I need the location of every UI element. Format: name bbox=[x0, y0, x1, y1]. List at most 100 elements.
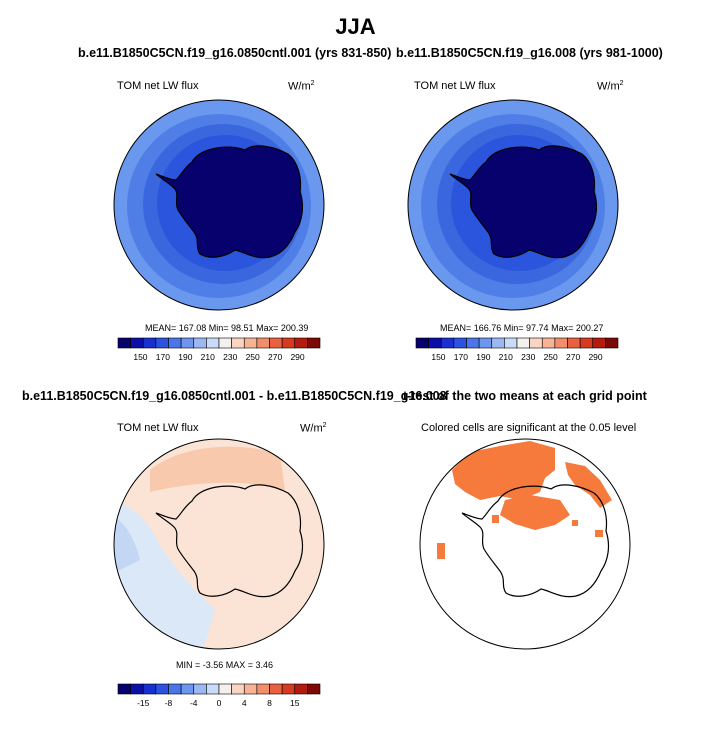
colorbar-difference-swatch bbox=[142, 683, 157, 695]
colorbar-experiment-swatch bbox=[440, 337, 455, 349]
colorbar-control-tick-label: 150 bbox=[133, 352, 147, 362]
colorbar-control-tick-label: 210 bbox=[201, 352, 215, 362]
map-experiment bbox=[408, 100, 618, 310]
colorbar-difference-swatch bbox=[168, 683, 182, 695]
map-d-border bbox=[419, 438, 631, 650]
map-c-cooler bbox=[114, 515, 140, 575]
colorbar-control-swatch bbox=[193, 337, 207, 349]
colorbar-difference-swatch bbox=[231, 683, 245, 695]
colorbar-difference-swatch bbox=[218, 683, 232, 695]
colorbar-experiment-swatch bbox=[541, 337, 556, 349]
sig-cell-2 bbox=[492, 515, 499, 523]
colorbar-experiment-tick-label: 190 bbox=[476, 352, 490, 362]
colorbar-control-swatch bbox=[281, 337, 296, 349]
colorbar-difference-swatch bbox=[243, 683, 258, 695]
colorbar-experiment-tick-label: 230 bbox=[521, 352, 535, 362]
colorbar-experiment-swatch bbox=[504, 337, 518, 349]
stats-difference: MIN = -3.56 MAX = 3.46 bbox=[176, 660, 274, 670]
colorbar-difference-swatch bbox=[130, 683, 144, 695]
panel-title-ttest: t-test of the two means at each grid poi… bbox=[403, 389, 647, 403]
colorbar-experiment-swatch bbox=[478, 337, 493, 349]
colorbar-difference-swatch bbox=[307, 683, 321, 695]
colorbar-experiment-swatch bbox=[579, 337, 594, 349]
map-a-border bbox=[113, 99, 325, 311]
colorbar-experiment-swatch bbox=[529, 337, 543, 349]
colorbar-difference-swatch bbox=[180, 683, 195, 695]
colorbar-control-tick-label: 170 bbox=[156, 352, 170, 362]
colorbar-experiment-tick-label: 290 bbox=[588, 352, 602, 362]
stats-control: MEAN= 167.08 Min= 98.51 Max= 200.39 bbox=[145, 323, 309, 333]
sig-cell-3 bbox=[595, 530, 603, 537]
colorbar-experiment-tick-label: 210 bbox=[499, 352, 513, 362]
colorbar-difference-swatch bbox=[281, 683, 296, 695]
colorbar-control-swatch bbox=[168, 337, 182, 349]
colorbar-difference-swatch bbox=[294, 683, 308, 695]
colorbar-control-swatch bbox=[117, 337, 131, 349]
sig-cell-4 bbox=[572, 520, 578, 526]
colorbar-experiment-tick-label: 150 bbox=[431, 352, 445, 362]
colorbar-control-swatch bbox=[256, 337, 270, 349]
colorbar-control-tick-label: 190 bbox=[178, 352, 192, 362]
panel-title-experiment: b.e11.B1850C5CN.f19_g16.008 (yrs 981-100… bbox=[396, 46, 663, 60]
colorbar-control-swatch bbox=[243, 337, 258, 349]
panel-title-control: b.e11.B1850C5CN.f19_g16.0850cntl.001 (yr… bbox=[78, 46, 392, 60]
sig-cells-north bbox=[452, 441, 555, 500]
colorbar-control: 150 170 190 210 230 250 270 290 bbox=[117, 337, 321, 362]
stats-experiment: MEAN= 166.76 Min= 97.74 Max= 200.27 bbox=[440, 323, 604, 333]
colorbar-experiment-swatch bbox=[592, 337, 606, 349]
colorbar-experiment-tick-label: 170 bbox=[454, 352, 468, 362]
map-b-border bbox=[407, 99, 619, 311]
map-control bbox=[114, 100, 324, 310]
significance-note: Colored cells are significant at the 0.0… bbox=[421, 422, 637, 434]
units-difference: W/m2 bbox=[300, 422, 327, 435]
map-c-border bbox=[113, 438, 325, 650]
colorbar-experiment-swatch bbox=[428, 337, 442, 349]
colorbar-difference-tick-label: -4 bbox=[190, 698, 198, 708]
colorbar-control-swatch bbox=[231, 337, 245, 349]
field-label-difference: TOM net LW flux bbox=[117, 422, 199, 434]
colorbar-difference-tick-label: 0 bbox=[217, 698, 222, 708]
colorbar-difference-tick-label: 4 bbox=[242, 698, 247, 708]
sig-cells-east bbox=[565, 462, 612, 508]
colorbar-control-tick-label: 250 bbox=[246, 352, 260, 362]
map-difference bbox=[114, 439, 324, 649]
colorbar-experiment-swatch bbox=[491, 337, 505, 349]
colorbar-experiment-swatch bbox=[466, 337, 480, 349]
colorbar-control-swatch bbox=[307, 337, 321, 349]
sig-cell-1 bbox=[437, 543, 445, 559]
colorbar-control-swatch bbox=[294, 337, 308, 349]
colorbar-experiment-swatch bbox=[554, 337, 568, 349]
field-label-experiment: TOM net LW flux bbox=[414, 80, 496, 92]
colorbar-experiment-swatch bbox=[605, 337, 619, 349]
map-significance bbox=[420, 439, 630, 649]
colorbar-control-swatch bbox=[142, 337, 157, 349]
colorbar-experiment-swatch bbox=[453, 337, 467, 349]
colorbar-experiment-swatch bbox=[415, 337, 429, 349]
colorbar-control-swatch bbox=[180, 337, 195, 349]
colorbar-difference-swatch bbox=[117, 683, 131, 695]
figure-title: JJA bbox=[335, 14, 376, 39]
colorbar-experiment-swatch bbox=[516, 337, 530, 349]
field-label-control: TOM net LW flux bbox=[117, 80, 199, 92]
colorbar-control-swatch bbox=[155, 337, 169, 349]
colorbar-control-swatch bbox=[130, 337, 144, 349]
colorbar-control-tick-label: 230 bbox=[223, 352, 237, 362]
colorbar-control-swatch bbox=[269, 337, 283, 349]
colorbar-difference-swatch bbox=[256, 683, 270, 695]
units-control: W/m2 bbox=[288, 80, 315, 93]
colorbar-control-swatch bbox=[206, 337, 220, 349]
map-c-warm-band bbox=[150, 446, 285, 492]
colorbar-control-tick-label: 290 bbox=[290, 352, 304, 362]
colorbar-experiment: 150 170 190 210 230 250 270 290 bbox=[415, 337, 619, 362]
colorbar-difference-tick-label: -15 bbox=[137, 698, 150, 708]
colorbar-control-tick-label: 270 bbox=[268, 352, 282, 362]
panel-title-difference: b.e11.B1850C5CN.f19_g16.0850cntl.001 - b… bbox=[22, 389, 447, 403]
units-experiment: W/m2 bbox=[597, 80, 624, 93]
colorbar-difference-swatch bbox=[269, 683, 283, 695]
colorbar-experiment-tick-label: 270 bbox=[566, 352, 580, 362]
colorbar-experiment-tick-label: 250 bbox=[544, 352, 558, 362]
colorbar-control-swatch bbox=[218, 337, 232, 349]
colorbar-difference-tick-label: 8 bbox=[267, 698, 272, 708]
colorbar-difference-swatch bbox=[206, 683, 220, 695]
